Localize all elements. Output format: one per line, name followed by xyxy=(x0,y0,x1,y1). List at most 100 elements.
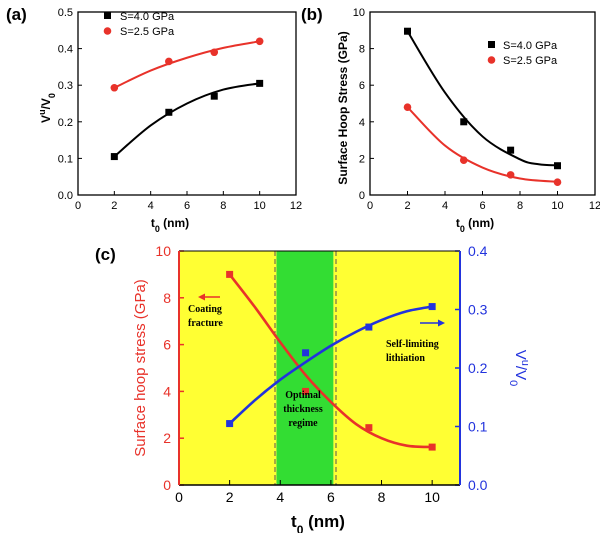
panel-b-ylabel: Surface Hoop Stress (GPa) xyxy=(336,31,350,184)
data-point xyxy=(403,103,412,111)
svg-text:Vu/V0: Vu/V0 xyxy=(37,93,57,123)
ytick-label: 6 xyxy=(359,80,365,92)
ytick-label: 0.0 xyxy=(58,190,73,202)
annotation-coating-fracture: Coating fracture xyxy=(188,304,223,329)
data-point xyxy=(302,387,310,395)
ytick-right-label: 0.1 xyxy=(468,419,488,435)
annotation-optimal-regime: Optimal thickness regime xyxy=(283,390,323,429)
xtick-label: 8 xyxy=(517,200,523,212)
xtick-label: 6 xyxy=(479,200,485,212)
svg-text:Optimal: Optimal xyxy=(285,390,321,401)
ytick-left-label: 10 xyxy=(155,243,171,259)
ytick-label: 10 xyxy=(353,7,365,19)
xtick-label: 0 xyxy=(75,200,81,212)
xtick-label: 4 xyxy=(276,489,284,505)
xtick-label: 2 xyxy=(111,200,117,212)
data-point xyxy=(459,156,468,165)
panel-b: (b) Surface Hoop Stress (GPa) t0 (nm) 0 2… xyxy=(301,5,600,234)
annotation-self-limiting: Self-limiting lithiation xyxy=(386,339,439,364)
data-point xyxy=(404,27,411,35)
arrow-left-icon xyxy=(198,293,220,301)
ytick-left-label: 4 xyxy=(163,383,171,399)
xtick-label: 10 xyxy=(254,200,266,212)
panel-a-label: (a) xyxy=(6,5,27,24)
ytick-label: 0.4 xyxy=(58,44,73,56)
data-point xyxy=(226,270,234,278)
shaded-region xyxy=(179,251,277,485)
xtick-label: 4 xyxy=(148,200,154,212)
svg-text:lithiation: lithiation xyxy=(386,353,425,364)
legend-square-icon xyxy=(104,12,111,19)
svg-text:regime: regime xyxy=(288,418,318,429)
ytick-label: 0.3 xyxy=(58,80,73,92)
data-point xyxy=(428,443,436,451)
panel-a-legend-s40: S=4.0 GPa xyxy=(120,11,175,23)
xtick-label: 10 xyxy=(551,200,563,212)
data-point xyxy=(554,162,561,170)
xtick-label: 6 xyxy=(327,489,335,505)
fit-line xyxy=(113,82,260,158)
legend-circle-icon xyxy=(103,27,112,35)
ytick-label: 2 xyxy=(359,153,365,165)
fit-line xyxy=(228,273,433,449)
panel-b-label: (b) xyxy=(301,5,323,24)
arrow-right-icon xyxy=(420,319,445,327)
xtick-label: 0 xyxy=(175,489,183,505)
data-point xyxy=(428,303,436,311)
data-point xyxy=(226,420,234,428)
data-point xyxy=(165,108,173,116)
svg-text:Coating: Coating xyxy=(188,304,222,315)
fit-line xyxy=(228,305,433,425)
xtick-label: 6 xyxy=(184,200,190,212)
data-point xyxy=(365,323,373,331)
xtick-label: 2 xyxy=(226,489,234,505)
data-point xyxy=(165,57,173,66)
panel-a-ylabel: Vu/V0 xyxy=(37,93,57,123)
svg-text:Self-limiting: Self-limiting xyxy=(386,339,439,350)
ytick-right-label: 0.3 xyxy=(468,302,488,318)
ytick-label: 0.2 xyxy=(58,117,73,129)
data-point xyxy=(210,48,219,57)
data-point xyxy=(110,153,118,161)
data-point xyxy=(460,118,468,126)
panel-b-legend: S=4.0 GPa S=2.5 GPa xyxy=(487,40,558,67)
panel-b-legend-s40: S=4.0 GPa xyxy=(503,40,558,52)
xtick-label: 2 xyxy=(404,200,410,212)
xtick-label: 12 xyxy=(589,200,600,212)
ytick-left-label: 0 xyxy=(163,477,171,493)
ytick-right-label: 0.4 xyxy=(468,243,488,259)
fit-line xyxy=(406,30,558,167)
panel-a: (a) Vu/V0 t0 (nm) 0 2 4 6 8 10 12 0.0 0.1 0.2 0.3… xyxy=(6,5,302,234)
data-point xyxy=(110,83,119,92)
legend-square-icon xyxy=(488,41,495,48)
svg-text:fracture: fracture xyxy=(188,318,223,329)
ytick-label: 8 xyxy=(359,44,365,56)
xtick-label: 8 xyxy=(378,489,386,505)
fit-line xyxy=(406,106,558,183)
ytick-left-label: 2 xyxy=(163,430,171,446)
svg-text:Vu/V0: Vu/V0 xyxy=(507,350,531,386)
ytick-right-label: 0.2 xyxy=(468,360,488,376)
shaded-region xyxy=(276,251,334,485)
data-point xyxy=(302,349,310,357)
panel-c-xlabel: t0 (nm) xyxy=(291,512,345,533)
xtick-label: 4 xyxy=(442,200,448,212)
ytick-label: 0.1 xyxy=(58,153,73,165)
panel-c-ylabel-right: Vu/V0 xyxy=(507,350,531,386)
data-point xyxy=(553,178,562,186)
data-point xyxy=(256,79,264,87)
legend-circle-icon xyxy=(487,56,496,64)
shaded-region xyxy=(333,251,460,485)
ytick-label: 0 xyxy=(359,190,365,202)
ytick-right-label: 0.0 xyxy=(468,477,488,493)
fit-line xyxy=(113,40,260,89)
panel-a-xlabel: t0 (nm) xyxy=(151,216,189,234)
ytick-label: 0.5 xyxy=(58,7,73,19)
xtick-label: 0 xyxy=(367,200,373,212)
xtick-label: 8 xyxy=(220,200,226,212)
data-point xyxy=(365,424,373,432)
data-point xyxy=(255,37,264,46)
panel-c-ylabel-left: Surface hoop stress (GPa) xyxy=(132,279,149,457)
xtick-label: 10 xyxy=(424,489,440,505)
